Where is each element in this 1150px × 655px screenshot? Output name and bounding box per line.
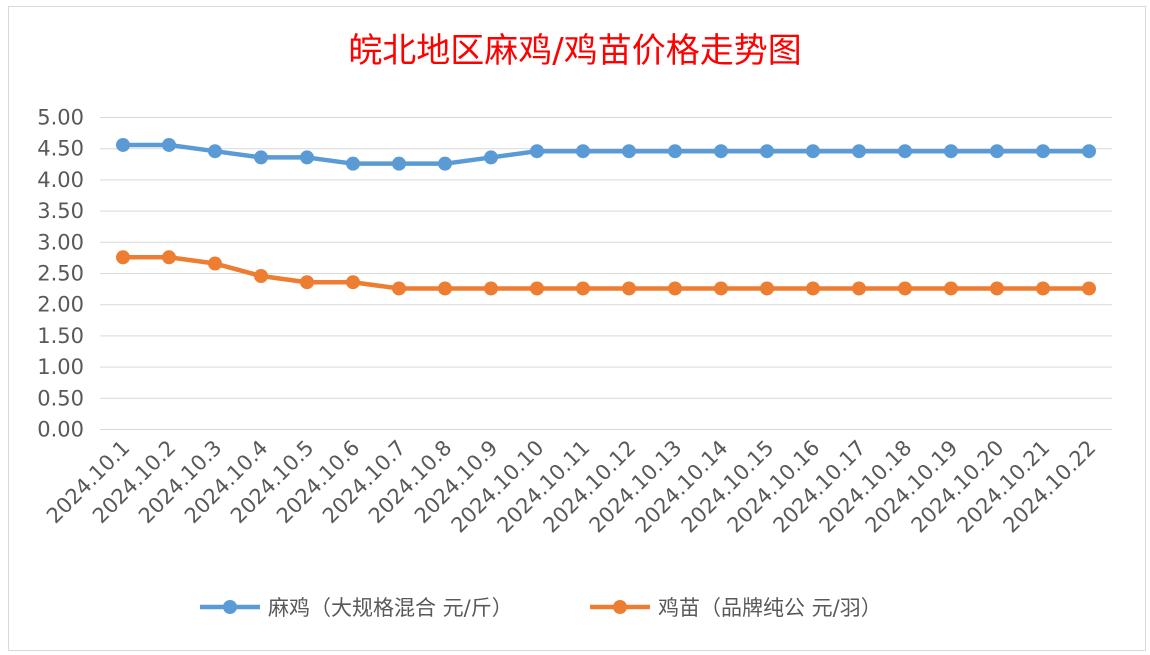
- data-point: [346, 156, 360, 171]
- data-point: [622, 281, 636, 296]
- data-point: [530, 144, 544, 159]
- data-point: [392, 281, 406, 296]
- y-tick-label: 4.50: [37, 137, 84, 161]
- data-point: [990, 281, 1004, 296]
- data-point: [944, 281, 958, 296]
- chart-frame: [8, 6, 1146, 651]
- data-point: [392, 156, 406, 171]
- data-point: [622, 144, 636, 159]
- data-point: [714, 281, 728, 296]
- data-point: [806, 281, 820, 296]
- data-point: [898, 144, 912, 159]
- data-point: [116, 137, 130, 152]
- y-tick-label: 0.50: [37, 386, 84, 410]
- data-point: [852, 144, 866, 159]
- data-point: [346, 275, 360, 290]
- data-point: [1082, 144, 1096, 159]
- y-tick-label: 3.00: [37, 230, 84, 254]
- data-point: [576, 144, 590, 159]
- data-point: [668, 281, 682, 296]
- data-point: [162, 250, 176, 265]
- data-point: [300, 150, 314, 165]
- y-tick-label: 1.50: [37, 324, 84, 348]
- chart-title: 皖北地区麻鸡/鸡苗价格走势图: [348, 31, 801, 71]
- data-point: [484, 281, 498, 296]
- legend: 麻鸡（大规格混合 元/斤） 鸡苗（品牌纯公 元/羽）: [200, 596, 882, 620]
- data-point: [852, 281, 866, 296]
- y-axis-ticks: 0.00 0.50 1.00 1.50 2.00 2.50 3.00 3.50 4.00 4.50…: [37, 106, 84, 442]
- data-point: [990, 144, 1004, 159]
- data-point: [1082, 281, 1096, 296]
- legend-marker: [613, 600, 627, 614]
- data-point: [254, 150, 268, 165]
- data-point: [208, 144, 222, 159]
- data-point: [576, 281, 590, 296]
- data-point: [162, 137, 176, 152]
- series-line: [120, 142, 1092, 166]
- legend-item: 鸡苗（品牌纯公 元/羽）: [590, 596, 882, 620]
- data-point: [760, 144, 774, 159]
- y-tick-label: 3.50: [37, 199, 84, 223]
- data-point: [1036, 144, 1050, 159]
- data-point: [806, 144, 820, 159]
- series-line: [120, 255, 1092, 291]
- data-point: [208, 256, 222, 271]
- data-point: [760, 281, 774, 296]
- series-2: [116, 250, 1096, 296]
- gridlines: [100, 117, 1112, 430]
- data-point: [116, 250, 130, 265]
- y-tick-label: 5.00: [37, 106, 84, 130]
- data-point: [300, 275, 314, 290]
- legend-item: 麻鸡（大规格混合 元/斤）: [200, 596, 513, 620]
- x-axis-ticks: 2024.10.12024.10.22024.10.32024.10.42024…: [42, 436, 1101, 538]
- data-point: [714, 144, 728, 159]
- y-tick-label: 4.00: [37, 168, 84, 192]
- data-point: [438, 156, 452, 171]
- y-tick-label: 2.00: [37, 293, 84, 317]
- y-tick-label: 1.00: [37, 355, 84, 379]
- y-tick-label: 0.00: [37, 418, 84, 442]
- series-1: [116, 137, 1096, 171]
- data-point: [944, 144, 958, 159]
- legend-marker: [223, 600, 237, 614]
- data-point: [530, 281, 544, 296]
- data-point: [1036, 281, 1050, 296]
- data-point: [438, 281, 452, 296]
- y-tick-label: 2.50: [37, 262, 84, 286]
- data-point: [898, 281, 912, 296]
- legend-label: 鸡苗（品牌纯公 元/羽）: [658, 596, 882, 620]
- legend-label: 麻鸡（大规格混合 元/斤）: [268, 596, 513, 620]
- data-point: [484, 150, 498, 165]
- data-point: [254, 268, 268, 283]
- data-point: [668, 144, 682, 159]
- series-group: [116, 137, 1096, 296]
